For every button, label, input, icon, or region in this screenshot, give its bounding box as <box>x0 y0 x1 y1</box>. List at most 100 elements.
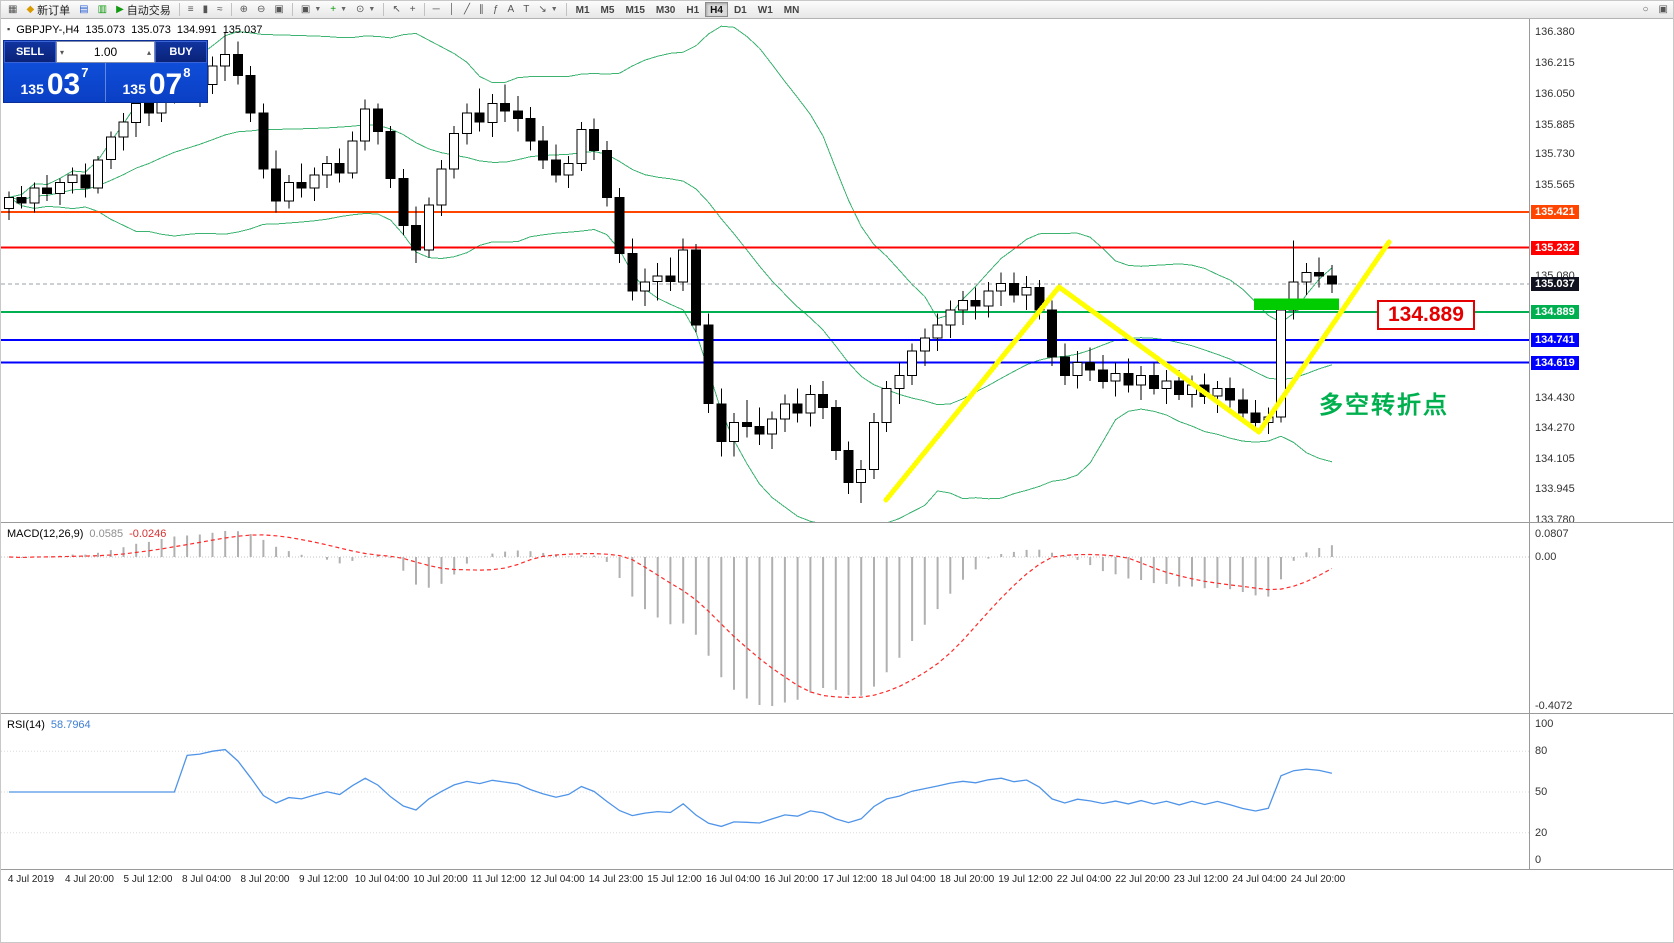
new-chart-icon: ▣ <box>300 3 311 15</box>
sell-price-base: 135 <box>20 80 44 97</box>
volume-stepper[interactable]: ▾ 1.00 ▴ <box>56 41 155 63</box>
indicators-plus-icon: + <box>330 3 337 15</box>
macd-axis-label: 0.0807 <box>1535 528 1569 540</box>
sell-price[interactable]: 135 03 7 <box>4 63 106 102</box>
rsi-axis-label: 50 <box>1535 786 1548 798</box>
search-icon: ○ <box>1642 3 1649 15</box>
time-axis-label: 4 Jul 20:00 <box>65 874 114 885</box>
search-button[interactable]: ○ <box>1639 2 1653 18</box>
line-chart-button[interactable]: ≈ <box>213 2 227 18</box>
time-axis-label: 8 Jul 20:00 <box>240 874 290 885</box>
layout-icon: ▣ <box>1658 3 1668 15</box>
ohlc-low: 134.991 <box>176 24 217 36</box>
timeframe-w1-button[interactable]: W1 <box>757 5 773 16</box>
time-axis-label: 16 Jul 04:00 <box>705 874 761 885</box>
crosshair-tool-button[interactable]: + <box>406 2 420 18</box>
timeframe-m30-button[interactable]: M30 <box>655 5 676 16</box>
cursor-tool-button[interactable]: ↖ <box>388 2 404 18</box>
tile-windows-button[interactable]: ▣ <box>270 2 287 18</box>
volume-input[interactable]: 1.00 <box>93 45 118 59</box>
label-icon: T <box>523 3 530 15</box>
candlestick-chart-button[interactable]: ▮ <box>199 2 213 18</box>
timeframe-h4-button[interactable]: H4 <box>705 2 728 17</box>
channel-tool-button[interactable]: ∥ <box>475 2 488 18</box>
timeframe-h1-button[interactable]: H1 <box>686 5 700 16</box>
time-axis-label: 4 Jul 2019 <box>7 874 55 885</box>
sell-button[interactable]: SELL <box>4 41 56 63</box>
rsi-label: RSI(14) 58.7964 <box>7 719 91 731</box>
main-chart-area[interactable] <box>1 19 1529 522</box>
bar-chart-icon: ≡ <box>187 3 194 15</box>
time-axis-label: 8 Jul 04:00 <box>182 874 231 885</box>
trendline-tool-button[interactable]: ╱ <box>460 2 474 18</box>
time-axis-label: 22 Jul 04:00 <box>1056 874 1112 885</box>
label-tool-button[interactable]: T <box>519 2 533 18</box>
toolbar-separator <box>230 3 232 16</box>
rsi-panel: RSI(14) 58.7964 100 80 50 20 0 <box>1 713 1673 869</box>
macd-main-value: 0.0585 <box>89 528 124 540</box>
cursor-icon: ↖ <box>392 3 401 15</box>
arrow-icon: ↘ <box>538 3 547 15</box>
bar-chart-button[interactable]: ≡ <box>184 2 198 18</box>
macd-signal-value: -0.0246 <box>129 528 167 540</box>
time-axis-label: 14 Jul 23:00 <box>588 874 644 885</box>
timeframe-d1-button[interactable]: D1 <box>733 5 747 16</box>
arrows-tool-button[interactable]: ↘ ▼ <box>534 2 561 18</box>
macd-axis-label: 0.00 <box>1535 551 1557 563</box>
timeframe-m15-button[interactable]: M15 <box>625 5 645 16</box>
auto-trading-button[interactable]: ▶ 自动交易 <box>112 2 175 18</box>
timeframe-m1-button[interactable]: M1 <box>575 5 590 16</box>
chart-window-icon[interactable]: ▦ <box>4 2 21 18</box>
fibonacci-tool-button[interactable]: ƒ <box>489 2 503 18</box>
horizontal-line-icon: ─ <box>432 3 440 15</box>
hline-tool-button[interactable]: ─ <box>429 2 444 18</box>
zoom-out-button[interactable]: ⊖ <box>253 2 269 18</box>
text-tool-button[interactable]: A <box>504 2 519 18</box>
trendline-icon: ╱ <box>463 3 470 15</box>
toolbar-separator <box>423 3 425 16</box>
toolbar-separator <box>383 3 385 16</box>
volume-increase-button[interactable]: ▴ <box>146 47 151 57</box>
price-axis-label: 134.270 <box>1535 422 1575 434</box>
price-axis-label: 133.780 <box>1535 514 1575 522</box>
candlestick-chart-icon: ▮ <box>202 3 209 15</box>
macd-panel: MACD(12,26,9) 0.0585 -0.0246 0.0807 0.00 -… <box>1 522 1673 713</box>
time-axis[interactable]: 4 Jul 2019 4 Jul 20:00 5 Jul 12:00 8 Jul 04… <box>1 869 1673 942</box>
chart-icon: ▦ <box>8 3 18 15</box>
toolbar-separator <box>291 3 293 16</box>
time-axis-label: 18 Jul 04:00 <box>881 874 936 885</box>
macd-axis[interactable]: 0.0807 0.00 -0.4072 <box>1529 523 1673 713</box>
time-axis-label: 19 Jul 12:00 <box>998 874 1053 885</box>
vline-tool-button[interactable]: │ <box>445 2 459 18</box>
price-axis-label: 134.105 <box>1535 453 1575 465</box>
new-chart-button[interactable]: ▣ ▼ <box>297 2 325 18</box>
rsi-axis[interactable]: 100 80 50 20 0 <box>1529 714 1673 869</box>
periods-button[interactable]: ⊙ ▼ <box>352 2 379 18</box>
indicators-button[interactable]: + ▼ <box>326 2 351 18</box>
new-order-button[interactable]: ◆ 新订单 <box>22 2 74 18</box>
one-click-trading-panel: SELL ▾ 1.00 ▴ BUY 135 03 7 135 07 8 <box>3 40 208 103</box>
buy-price[interactable]: 135 07 8 <box>106 63 207 102</box>
macd-label: MACD(12,26,9) 0.0585 -0.0246 <box>7 528 166 540</box>
crosshair-icon: + <box>409 3 416 15</box>
zoom-in-button[interactable]: ⊕ <box>236 2 252 18</box>
layout-button[interactable]: ▣ <box>1655 2 1672 18</box>
buy-button[interactable]: BUY <box>155 41 207 63</box>
sell-price-pips: 03 <box>46 68 81 101</box>
price-axis-label: 133.945 <box>1535 483 1575 495</box>
ohlc-open: 135.073 <box>85 24 126 36</box>
macd-chart-area[interactable] <box>1 523 1529 713</box>
rsi-value: 58.7964 <box>50 719 91 731</box>
price-badge: 135.232 <box>1531 241 1579 255</box>
timeframe-mn-button[interactable]: MN <box>783 5 800 16</box>
rsi-axis-label: 100 <box>1535 718 1554 730</box>
timeframe-m5-button[interactable]: M5 <box>600 5 615 16</box>
rsi-chart-area[interactable] <box>1 714 1529 869</box>
time-axis-label: 9 Jul 12:00 <box>299 874 348 885</box>
price-axis[interactable]: 136.380 136.215 136.050 135.885 135.730 135.5… <box>1529 19 1673 522</box>
auto-trading-icon: ▶ <box>116 3 124 15</box>
market-watch-button[interactable]: ▥ <box>94 2 111 18</box>
volume-decrease-button[interactable]: ▾ <box>60 47 65 57</box>
profile-button[interactable]: ▤ <box>75 2 92 18</box>
ohlc-close: 135.037 <box>222 24 263 36</box>
